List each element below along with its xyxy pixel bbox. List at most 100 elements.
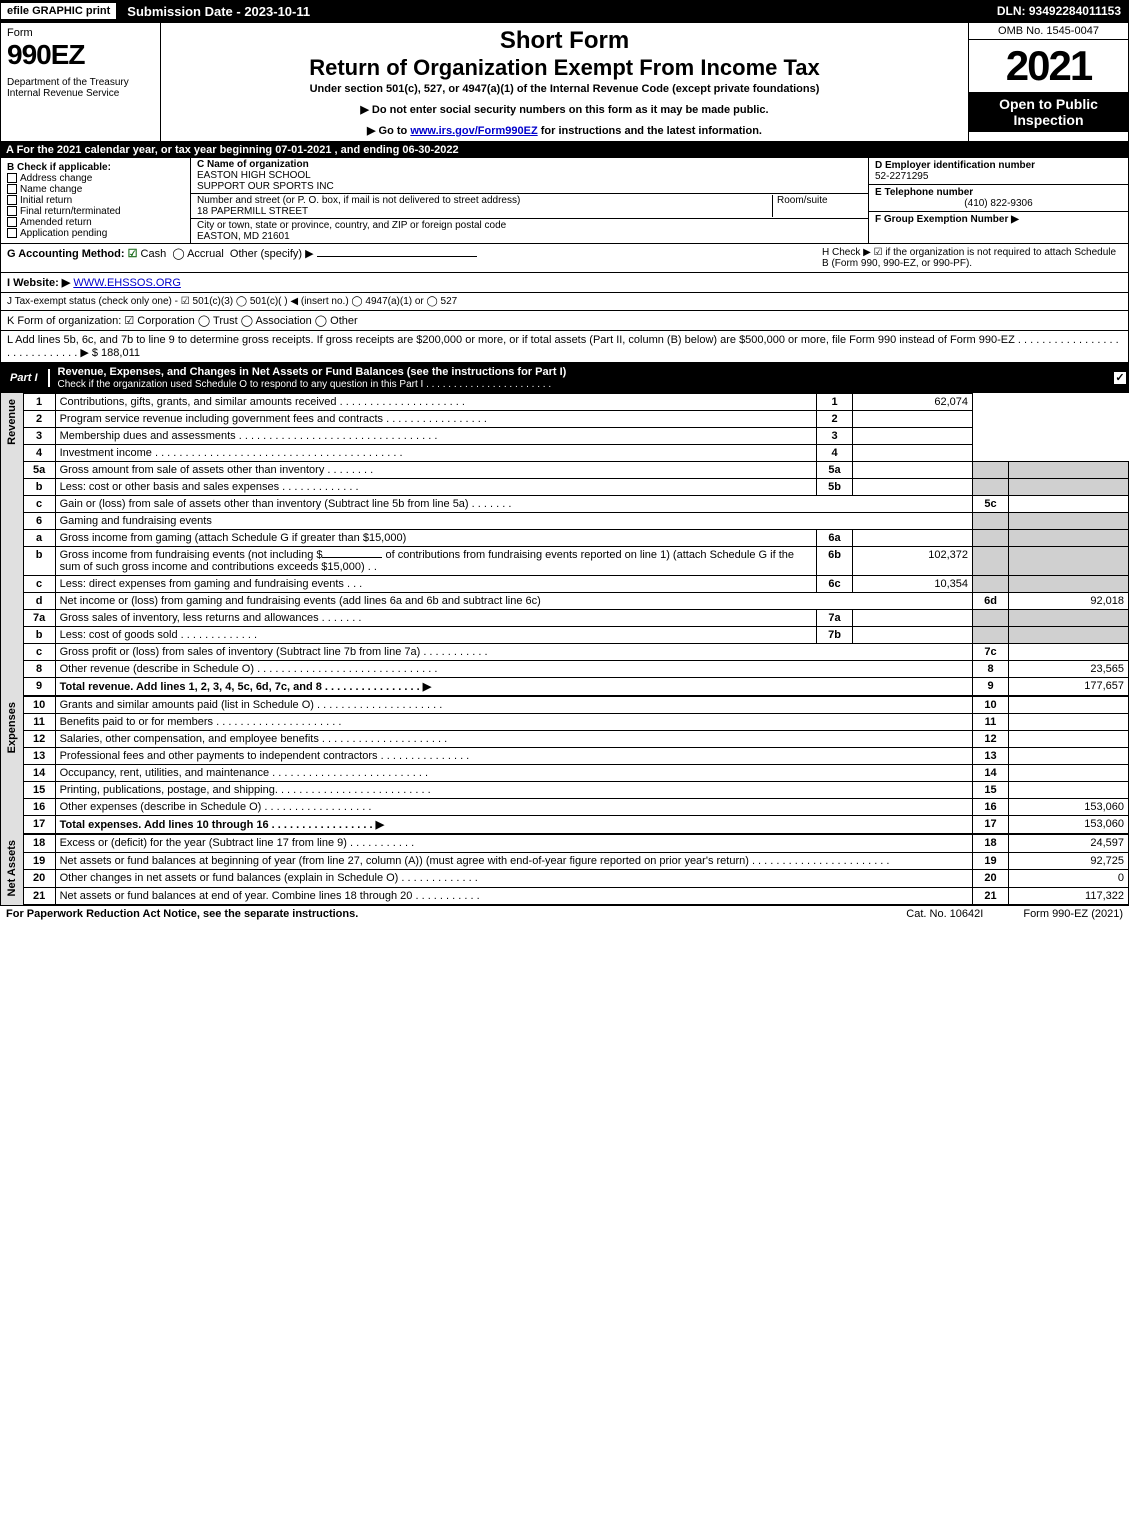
bcd-block: B Check if applicable: Address change Na… <box>0 158 1129 244</box>
line-10: 10Grants and similar amounts paid (list … <box>23 697 1128 714</box>
line-j: J Tax-exempt status (check only one) - ☑… <box>0 293 1129 311</box>
label-org-name: C Name of organization <box>197 159 309 170</box>
revenue-section: Revenue 1Contributions, gifts, grants, a… <box>0 393 1129 696</box>
chk-address-change[interactable]: Address change <box>7 173 184 184</box>
line-6: 6Gaming and fundraising events <box>23 513 1128 530</box>
tel-row: E Telephone number (410) 822-9306 <box>869 185 1128 212</box>
room-suite: Room/suite <box>772 195 862 217</box>
grp-label: F Group Exemption Number ▶ <box>875 214 1019 225</box>
group-exemption-row: F Group Exemption Number ▶ <box>869 212 1128 227</box>
dept-label: Department of the Treasury Internal Reve… <box>7 77 154 99</box>
col-c: C Name of organization EASTON HIGH SCHOO… <box>191 158 868 243</box>
expenses-table: 10Grants and similar amounts paid (list … <box>23 696 1129 834</box>
net-assets-side-label: Net Assets <box>1 834 23 905</box>
header-right: OMB No. 1545-0047 2021 Open to Public In… <box>968 23 1128 141</box>
line-5b: bLess: cost or other basis and sales exp… <box>23 479 1128 496</box>
line-6d: dNet income or (loss) from gaming and fu… <box>23 593 1128 610</box>
omb-number: OMB No. 1545-0047 <box>969 23 1128 40</box>
efile-print-label: efile GRAPHIC print <box>0 2 117 20</box>
line-7b: bLess: cost of goods sold . . . . . . . … <box>23 627 1128 644</box>
line-17: 17Total expenses. Add lines 10 through 1… <box>23 816 1128 834</box>
chk-initial-return[interactable]: Initial return <box>7 195 184 206</box>
line-3: 3Membership dues and assessments . . . .… <box>23 428 1128 445</box>
tel-value: (410) 822-9306 <box>875 198 1122 209</box>
line-19: 19Net assets or fund balances at beginni… <box>23 852 1128 870</box>
line-6b: bGross income from fundraising events (n… <box>23 547 1128 576</box>
tax-year: 2021 <box>969 40 1128 92</box>
subtitle: Under section 501(c), 527, or 4947(a)(1)… <box>169 83 960 95</box>
revenue-table: 1Contributions, gifts, grants, and simil… <box>23 393 1129 696</box>
chk-amended-return[interactable]: Amended return <box>7 217 184 228</box>
chk-final-return[interactable]: Final return/terminated <box>7 206 184 217</box>
line-16: 16Other expenses (describe in Schedule O… <box>23 799 1128 816</box>
dln: DLN: 93492284011153 <box>989 2 1129 20</box>
line-i: I Website: ▶ WWW.EHSSOS.ORG <box>0 273 1129 293</box>
addr-value: 18 PAPERMILL STREET <box>197 206 308 217</box>
org-name-row: C Name of organization EASTON HIGH SCHOO… <box>191 158 868 194</box>
city-row: City or town, state or province, country… <box>191 219 868 243</box>
note-ssn: ▶ Do not enter social security numbers o… <box>169 103 960 116</box>
revenue-side-label: Revenue <box>1 393 23 696</box>
line-6a: aGross income from gaming (attach Schedu… <box>23 530 1128 547</box>
expenses-section: Expenses 10Grants and similar amounts pa… <box>0 696 1129 834</box>
org-name-2: SUPPORT OUR SPORTS INC <box>197 181 334 192</box>
note-goto-post: for instructions and the latest informat… <box>538 125 762 137</box>
form-word: Form <box>7 27 154 39</box>
line-14: 14Occupancy, rent, utilities, and mainte… <box>23 765 1128 782</box>
chk-name-change[interactable]: Name change <box>7 184 184 195</box>
label-addr: Number and street (or P. O. box, if mail… <box>197 195 520 206</box>
line-7a: 7aGross sales of inventory, less returns… <box>23 610 1128 627</box>
page-footer: For Paperwork Reduction Act Notice, see … <box>0 905 1129 922</box>
line-15: 15Printing, publications, postage, and s… <box>23 782 1128 799</box>
line-a: A For the 2021 calendar year, or tax yea… <box>0 142 1129 158</box>
submission-date: Submission Date - 2023-10-11 <box>117 2 320 21</box>
top-bar: efile GRAPHIC print Submission Date - 20… <box>0 0 1129 22</box>
ein-row: D Employer identification number 52-2271… <box>869 158 1128 185</box>
part-1-checkbox[interactable]: ✓ <box>1111 372 1129 384</box>
note-goto: ▶ Go to www.irs.gov/Form990EZ for instru… <box>169 124 960 137</box>
irs-link[interactable]: www.irs.gov/Form990EZ <box>410 125 537 137</box>
line-7c: cGross profit or (loss) from sales of in… <box>23 644 1128 661</box>
line-8: 8Other revenue (describe in Schedule O) … <box>23 661 1128 678</box>
short-form-title: Short Form <box>169 27 960 55</box>
check-icon: ☑ <box>128 248 138 260</box>
note-goto-pre: ▶ Go to <box>367 125 410 137</box>
part-1-desc: Revenue, Expenses, and Changes in Net As… <box>50 363 1111 393</box>
line-5a: 5aGross amount from sale of assets other… <box>23 462 1128 479</box>
open-to-public: Open to Public Inspection <box>969 92 1128 132</box>
website-link[interactable]: WWW.EHSSOS.ORG <box>73 277 181 289</box>
line-k: K Form of organization: ☑ Corporation ◯ … <box>0 311 1129 331</box>
net-assets-section: Net Assets 18Excess or (deficit) for the… <box>0 834 1129 905</box>
line-6c: cLess: direct expenses from gaming and f… <box>23 576 1128 593</box>
ein-value: 52-2271295 <box>875 171 928 182</box>
footer-left: For Paperwork Reduction Act Notice, see … <box>6 908 358 920</box>
line-l: L Add lines 5b, 6c, and 7b to line 9 to … <box>0 331 1129 363</box>
header-left: Form 990EZ Department of the Treasury In… <box>1 23 161 141</box>
org-name-1: EASTON HIGH SCHOOL <box>197 170 311 181</box>
part-1-tag: Part I <box>0 369 50 387</box>
line-g: G Accounting Method: ☑ Cash ◯ Accrual Ot… <box>7 247 822 269</box>
line-20: 20Other changes in net assets or fund ba… <box>23 870 1128 888</box>
tel-label: E Telephone number <box>875 187 973 198</box>
line-21: 21Net assets or fund balances at end of … <box>23 887 1128 905</box>
header-center: Short Form Return of Organization Exempt… <box>161 23 968 141</box>
label-city: City or town, state or province, country… <box>197 220 506 231</box>
line-4: 4Investment income . . . . . . . . . . .… <box>23 445 1128 462</box>
footer-center: Cat. No. 10642I <box>906 908 983 920</box>
line-i-label: I Website: ▶ <box>7 277 70 289</box>
form-header: Form 990EZ Department of the Treasury In… <box>0 22 1129 142</box>
line-18: 18Excess or (deficit) for the year (Subt… <box>23 835 1128 853</box>
col-b: B Check if applicable: Address change Na… <box>1 158 191 243</box>
col-d: D Employer identification number 52-2271… <box>868 158 1128 243</box>
line-h: H Check ▶ ☑ if the organization is not r… <box>822 247 1122 269</box>
expenses-side-label: Expenses <box>1 696 23 834</box>
city-value: EASTON, MD 21601 <box>197 231 290 242</box>
line-1: 1Contributions, gifts, grants, and simil… <box>23 394 1128 411</box>
chk-application-pending[interactable]: Application pending <box>7 228 184 239</box>
line-g-h: G Accounting Method: ☑ Cash ◯ Accrual Ot… <box>0 244 1129 273</box>
addr-row: Number and street (or P. O. box, if mail… <box>191 194 868 219</box>
line-g-label: G Accounting Method: <box>7 248 125 260</box>
line-11: 11Benefits paid to or for members . . . … <box>23 714 1128 731</box>
line-13: 13Professional fees and other payments t… <box>23 748 1128 765</box>
line-12: 12Salaries, other compensation, and empl… <box>23 731 1128 748</box>
